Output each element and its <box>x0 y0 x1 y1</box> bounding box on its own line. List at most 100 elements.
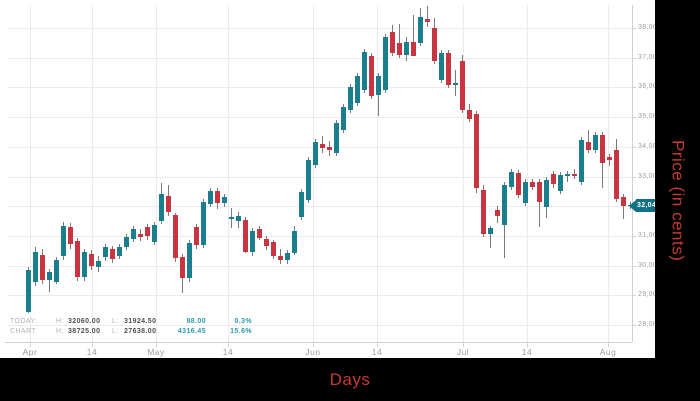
candle-up[interactable] <box>186 243 192 279</box>
candle-up[interactable] <box>508 172 514 187</box>
candle-up[interactable] <box>81 251 87 277</box>
candle-down[interactable] <box>536 181 542 202</box>
x-tick <box>228 342 229 347</box>
candle-up[interactable] <box>375 76 381 96</box>
today-high-value: 32060.00 <box>68 318 101 325</box>
candle-down[interactable] <box>389 31 395 53</box>
candle-down[interactable] <box>410 41 416 56</box>
candle-down[interactable] <box>396 42 402 55</box>
today-percent-value: 0.3% <box>234 318 252 325</box>
candle-wick <box>426 6 428 27</box>
candle-wick <box>622 194 624 219</box>
candle-up[interactable] <box>417 17 423 43</box>
candle-down[interactable] <box>368 56 374 97</box>
candle-up[interactable] <box>102 246 108 257</box>
candle-down[interactable] <box>620 197 626 207</box>
candle-up[interactable] <box>557 175 563 192</box>
candle-up[interactable] <box>284 252 290 260</box>
candle-down[interactable] <box>613 150 619 199</box>
candle-up[interactable] <box>543 180 549 208</box>
y-tick-label: 28,000. <box>638 321 655 328</box>
candle-down[interactable] <box>74 240 80 277</box>
candle-up[interactable] <box>347 87 353 110</box>
candle-down[interactable] <box>256 229 262 238</box>
candle-up[interactable] <box>95 260 101 267</box>
candle-up[interactable] <box>452 82 458 86</box>
candle-down[interactable] <box>529 181 535 187</box>
candle-up[interactable] <box>298 191 304 217</box>
candle-up[interactable] <box>25 270 31 312</box>
candle-down[interactable] <box>326 146 332 150</box>
candlestick-plot-area: Aug 14 Jul 14 Jun 14 May 14 Apr 28,000. 29,000. 30,… <box>5 5 655 357</box>
candle-down[interactable] <box>179 256 185 279</box>
candle-up[interactable] <box>403 41 409 55</box>
candle-down[interactable] <box>424 19 430 23</box>
candle-up[interactable] <box>578 139 584 182</box>
candle-down[interactable] <box>277 255 283 260</box>
candle-down[interactable] <box>319 143 325 149</box>
candle-down[interactable] <box>445 52 451 85</box>
candle-up[interactable] <box>151 224 157 242</box>
candle-up[interactable] <box>60 226 66 256</box>
candle-down[interactable] <box>270 241 276 256</box>
x-gridline <box>527 5 528 342</box>
candle-up[interactable] <box>249 231 255 252</box>
candle-down[interactable] <box>585 142 591 151</box>
candle-up[interactable] <box>228 217 234 219</box>
candle-up[interactable] <box>438 52 444 80</box>
candle-up[interactable] <box>312 141 318 165</box>
candle-down[interactable] <box>214 191 220 204</box>
candle-down[interactable] <box>480 190 486 234</box>
candle-down[interactable] <box>431 28 437 61</box>
candle-down[interactable] <box>599 134 605 164</box>
candle-up[interactable] <box>354 76 360 103</box>
y-gridline <box>8 295 632 297</box>
candle-wick <box>587 130 589 154</box>
candle-down[interactable] <box>67 226 73 245</box>
candle-up[interactable] <box>46 271 52 280</box>
candle-down[interactable] <box>606 157 612 161</box>
candle-up[interactable] <box>361 51 367 91</box>
candle-up[interactable] <box>382 36 388 91</box>
candle-down[interactable] <box>165 196 171 213</box>
candle-up[interactable] <box>200 202 206 245</box>
candle-up[interactable] <box>487 227 493 234</box>
candle-down[interactable] <box>466 109 472 119</box>
candle-down[interactable] <box>459 60 465 110</box>
candle-down[interactable] <box>550 173 556 184</box>
candle-down[interactable] <box>39 254 45 280</box>
candle-down[interactable] <box>473 114 479 189</box>
candle-up[interactable] <box>501 185 507 225</box>
candle-down[interactable] <box>88 254 94 266</box>
candle-up[interactable] <box>53 259 59 282</box>
candle-up[interactable] <box>235 216 241 222</box>
y-gridline <box>8 235 632 237</box>
candle-up[interactable] <box>130 228 136 239</box>
candle-up[interactable] <box>123 236 129 247</box>
candle-down[interactable] <box>494 210 500 217</box>
candle-up[interactable] <box>305 159 311 201</box>
candle-down[interactable] <box>571 173 577 177</box>
candle-up[interactable] <box>333 123 339 154</box>
candle-down[interactable] <box>172 215 178 258</box>
candle-up[interactable] <box>221 197 227 204</box>
candle-up[interactable] <box>522 181 528 204</box>
candle-up[interactable] <box>116 246 122 256</box>
candle-down[interactable] <box>193 226 199 245</box>
candle-up[interactable] <box>340 106 346 130</box>
candle-up[interactable] <box>564 173 570 177</box>
x-tick-label: 14 <box>371 347 383 357</box>
candle-down[interactable] <box>109 248 115 260</box>
candle-up[interactable] <box>291 231 297 253</box>
candle-up[interactable] <box>32 251 38 282</box>
candle-down[interactable] <box>515 172 521 195</box>
y-tick-label: 29,000. <box>638 291 655 299</box>
candle-down[interactable] <box>137 233 143 237</box>
candle-up[interactable] <box>592 134 598 151</box>
chart-change-value: 4316.45 <box>177 328 206 335</box>
candle-down[interactable] <box>242 220 248 252</box>
candle-up[interactable] <box>158 194 164 222</box>
candle-down[interactable] <box>263 238 269 246</box>
candle-down[interactable] <box>144 226 150 236</box>
candle-up[interactable] <box>207 191 213 205</box>
